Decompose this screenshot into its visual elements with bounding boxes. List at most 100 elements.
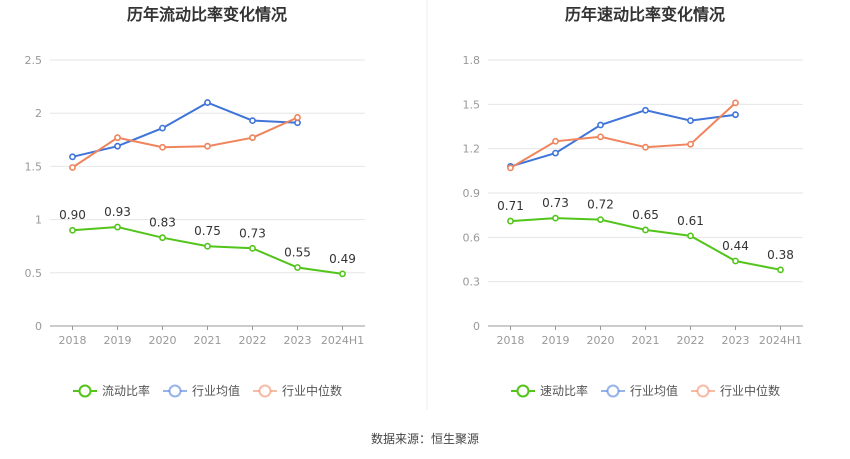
data-point: [159, 234, 166, 242]
x-tick-label: 2020: [587, 334, 615, 347]
data-label: 0.75: [194, 224, 221, 238]
legend-label: 行业中位数: [282, 383, 342, 398]
data-point: [294, 114, 301, 121]
data-point: [552, 149, 559, 157]
data-point: [249, 134, 256, 142]
y-tick-label: 0.9: [463, 187, 481, 200]
y-tick-label: 2.5: [25, 54, 43, 67]
series-line-行业均值: [72, 101, 298, 158]
data-point: [687, 140, 694, 148]
legend-label: 行业均值: [630, 383, 678, 398]
data-point: [339, 270, 346, 278]
legend-marker: [516, 384, 530, 398]
legend-marker: [606, 384, 620, 398]
x-tick-label: 2019: [104, 334, 132, 347]
data-point: [597, 216, 604, 223]
y-tick-label: 0.5: [25, 267, 43, 280]
data-label: 0.93: [104, 205, 131, 219]
data-point: [159, 143, 166, 151]
x-tick-label: 2018: [497, 334, 525, 347]
data-label: 0.83: [149, 216, 176, 230]
y-tick-label: 0: [473, 320, 480, 333]
data-point: [249, 244, 256, 252]
data-point: [159, 124, 166, 132]
data-point: [642, 226, 649, 234]
data-point: [687, 117, 694, 124]
quick-ratio-chart: 历年速动比率变化情况 0 0.3 0.6 0.9 1.2 1.5 1.8 2018 2019 202…: [463, 5, 803, 398]
data-label: 0.73: [239, 226, 266, 240]
legend-marker: [168, 384, 182, 398]
y-tick-label: 1.8: [463, 54, 481, 67]
data-point: [597, 121, 604, 129]
data-label: 0.73: [542, 196, 569, 210]
series-line-行业中位数: [509, 102, 737, 169]
data-point: [294, 119, 301, 127]
data-point: [687, 232, 694, 240]
data-label: 0.38: [767, 248, 794, 262]
data-label: 0.49: [329, 252, 356, 266]
data-point: [507, 217, 514, 225]
data-label: 0.55: [284, 245, 311, 259]
data-point: [642, 106, 649, 114]
x-tick-label: 2022: [677, 334, 705, 347]
data-point: [204, 142, 211, 150]
data-point: [732, 99, 739, 107]
x-tick-label: 2022: [239, 334, 267, 347]
data-point: [552, 137, 559, 145]
data-point: [294, 264, 301, 271]
chart-title: 历年流动比率变化情况: [127, 5, 287, 24]
legend-label: 速动比率: [540, 383, 588, 398]
data-point: [552, 214, 559, 222]
y-tick-label: 1.5: [25, 160, 43, 173]
y-tick-label: 0: [35, 320, 42, 333]
y-tick-label: 1.2: [463, 143, 481, 156]
data-label: 0.71: [497, 199, 524, 213]
data-point: [69, 153, 76, 161]
data-label: 0.65: [632, 208, 659, 222]
data-point: [114, 142, 121, 150]
y-tick-label: 0.3: [463, 276, 481, 289]
data-label: 0.90: [59, 208, 86, 222]
x-tick-label: 2024H1: [321, 334, 364, 347]
legend-marker: [258, 384, 272, 398]
data-point: [204, 99, 211, 106]
data-point: [69, 226, 76, 234]
data-point: [114, 223, 121, 231]
data-label: 0.44: [722, 239, 749, 253]
legend-marker: [78, 384, 92, 398]
series-line-行业均值: [510, 109, 736, 168]
data-point: [597, 133, 604, 141]
y-tick-label: 2: [35, 107, 42, 120]
chart-title: 历年速动比率变化情况: [565, 5, 725, 24]
y-tick-label: 0.6: [463, 231, 481, 244]
data-point: [69, 164, 76, 171]
data-point: [204, 242, 211, 250]
data-point: [732, 111, 739, 119]
data-point: [732, 257, 739, 265]
x-tick-label: 2024H1: [759, 334, 802, 347]
x-tick-label: 2020: [149, 334, 177, 347]
data-label: 0.61: [677, 214, 704, 228]
x-tick-label: 2018: [59, 334, 87, 347]
data-point: [114, 134, 121, 142]
y-tick-label: 1: [35, 214, 42, 227]
x-tick-label: 2023: [284, 334, 312, 347]
y-tick-label: 1.5: [463, 98, 481, 111]
data-point: [507, 164, 514, 172]
data-point: [642, 143, 649, 151]
x-tick-label: 2019: [542, 334, 570, 347]
x-tick-label: 2023: [722, 334, 750, 347]
legend-label: 行业中位数: [720, 383, 780, 398]
legend-label: 流动比率: [102, 383, 150, 398]
data-source: 数据来源：恒生聚源: [371, 431, 479, 446]
series-line-行业中位数: [71, 116, 298, 169]
current-ratio-chart: 历年流动比率变化情况 0 0.5 1 1.5 2 2.5 2018 2019 2020 2021 20…: [25, 5, 365, 398]
legend-label: 行业均值: [192, 383, 240, 398]
data-label: 0.72: [587, 198, 614, 212]
x-tick-label: 2021: [194, 334, 222, 347]
x-tick-label: 2021: [632, 334, 660, 347]
legend-marker: [696, 384, 710, 398]
data-point: [249, 117, 256, 125]
data-point: [777, 266, 784, 274]
